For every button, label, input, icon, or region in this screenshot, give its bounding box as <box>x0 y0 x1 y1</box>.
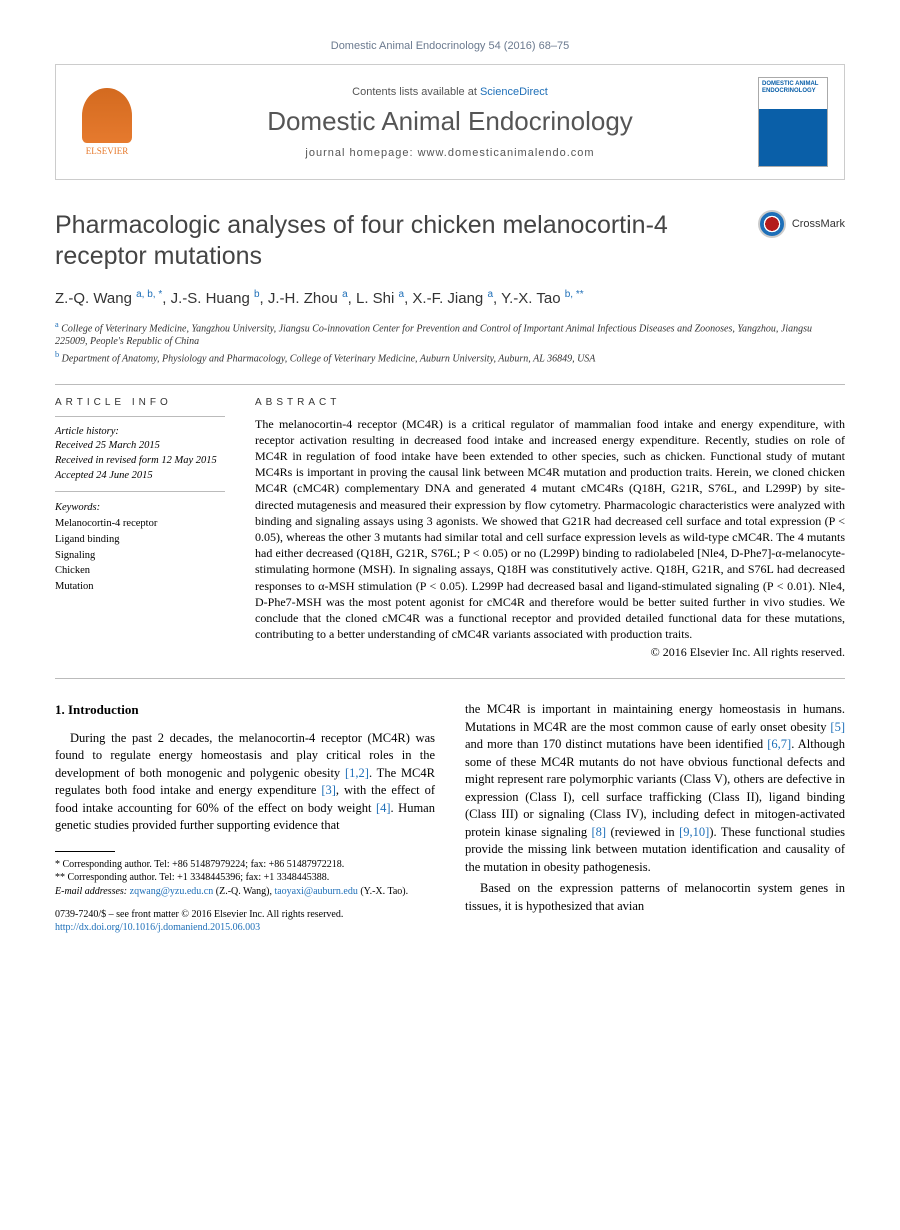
email-link-1[interactable]: zqwang@yzu.edu.cn <box>130 886 214 897</box>
running-head: Domestic Animal Endocrinology 54 (2016) … <box>55 40 845 52</box>
divider-2 <box>55 678 845 679</box>
front-matter: 0739-7240/$ – see front matter © 2016 El… <box>55 908 435 921</box>
abstract-body: The melanocortin-4 receptor (MC4R) is a … <box>255 417 845 641</box>
keyword-2: Signaling <box>55 548 225 564</box>
article-info-heading: ARTICLE INFO <box>55 397 225 408</box>
footnote-separator <box>55 851 115 852</box>
doi-block: 0739-7240/$ – see front matter © 2016 El… <box>55 908 435 934</box>
intro-p2: the MC4R is important in maintaining ene… <box>465 701 845 876</box>
article-title: Pharmacologic analyses of four chicken m… <box>55 210 738 273</box>
accepted-date: Accepted 24 June 2015 <box>55 469 225 484</box>
abstract-column: ABSTRACT The melanocortin-4 receptor (MC… <box>255 397 845 661</box>
divider <box>55 384 845 385</box>
journal-homepage: journal homepage: www.domesticanimalendo… <box>156 147 744 159</box>
article-history: Article history: Received 25 March 2015 … <box>55 425 225 484</box>
contents-available: Contents lists available at ScienceDirec… <box>156 86 744 98</box>
emails-line: E-mail addresses: zqwang@yzu.edu.cn (Z.-… <box>55 885 435 899</box>
intro-right-column: the MC4R is important in maintaining ene… <box>465 701 845 934</box>
intro-p3: Based on the expression patterns of mela… <box>465 880 845 915</box>
journal-cover-thumbnail: DOMESTIC ANIMAL ENDOCRINOLOGY <box>758 77 828 167</box>
authors-list: Z.-Q. Wang a, b, *, J.-S. Huang b, J.-H.… <box>55 287 845 311</box>
intro-p1: During the past 2 decades, the melanocor… <box>55 730 435 835</box>
contents-pre: Contents lists available at <box>352 86 480 98</box>
intro-left-column: 1. Introduction During the past 2 decade… <box>55 701 435 934</box>
email-label: E-mail addresses: <box>55 886 127 897</box>
affiliation-a: a College of Veterinary Medicine, Yangzh… <box>55 320 845 348</box>
corresponding-1: * Corresponding author. Tel: +86 5148797… <box>55 858 435 872</box>
doi-link[interactable]: http://dx.doi.org/10.1016/j.domaniend.20… <box>55 922 260 933</box>
elsevier-logo: ELSEVIER <box>72 82 142 162</box>
affiliation-b: b Department of Anatomy, Physiology and … <box>55 350 845 365</box>
history-label: Article history: <box>55 425 225 440</box>
header-center: Contents lists available at ScienceDirec… <box>156 86 744 159</box>
keyword-3: Chicken <box>55 563 225 579</box>
article-info-column: ARTICLE INFO Article history: Received 2… <box>55 397 225 661</box>
affil-text-a: College of Veterinary Medicine, Yangzhou… <box>55 323 812 347</box>
abstract-text: The melanocortin-4 receptor (MC4R) is a … <box>255 416 845 661</box>
email-who-2: (Y.-X. Tao). <box>358 886 408 897</box>
keywords-block: Keywords: Melanocortin-4 receptor Ligand… <box>55 500 225 595</box>
homepage-pre: journal homepage: <box>305 147 417 159</box>
intro-heading: 1. Introduction <box>55 701 435 719</box>
crossmark-widget[interactable]: CrossMark <box>758 210 845 238</box>
email-who-1: (Z.-Q. Wang), <box>213 886 274 897</box>
journal-name: Domestic Animal Endocrinology <box>156 106 744 137</box>
received-date: Received 25 March 2015 <box>55 439 225 454</box>
affiliations: a College of Veterinary Medicine, Yangzh… <box>55 320 845 366</box>
keyword-1: Ligand binding <box>55 532 225 548</box>
revised-date: Received in revised form 12 May 2015 <box>55 454 225 469</box>
homepage-url[interactable]: www.domesticanimalendo.com <box>418 147 595 159</box>
abstract-heading: ABSTRACT <box>255 397 845 408</box>
abstract-copyright: © 2016 Elsevier Inc. All rights reserved… <box>255 644 845 660</box>
elsevier-tree-icon <box>82 88 132 143</box>
sciencedirect-link[interactable]: ScienceDirect <box>480 86 548 98</box>
crossmark-icon <box>758 210 786 238</box>
keyword-0: Melanocortin-4 receptor <box>55 516 225 532</box>
crossmark-label: CrossMark <box>792 218 845 230</box>
affil-sup-a: a <box>55 320 59 329</box>
footnotes: * Corresponding author. Tel: +86 5148797… <box>55 858 435 899</box>
keywords-label: Keywords: <box>55 500 225 516</box>
affil-text-b: Department of Anatomy, Physiology and Ph… <box>62 354 596 365</box>
corresponding-2: ** Corresponding author. Tel: +1 3348445… <box>55 871 435 885</box>
elsevier-text: ELSEVIER <box>86 146 129 156</box>
journal-header: ELSEVIER Contents lists available at Sci… <box>55 64 845 180</box>
email-link-2[interactable]: taoyaxi@auburn.edu <box>274 886 357 897</box>
affil-sup-b: b <box>55 350 59 359</box>
keyword-4: Mutation <box>55 579 225 595</box>
